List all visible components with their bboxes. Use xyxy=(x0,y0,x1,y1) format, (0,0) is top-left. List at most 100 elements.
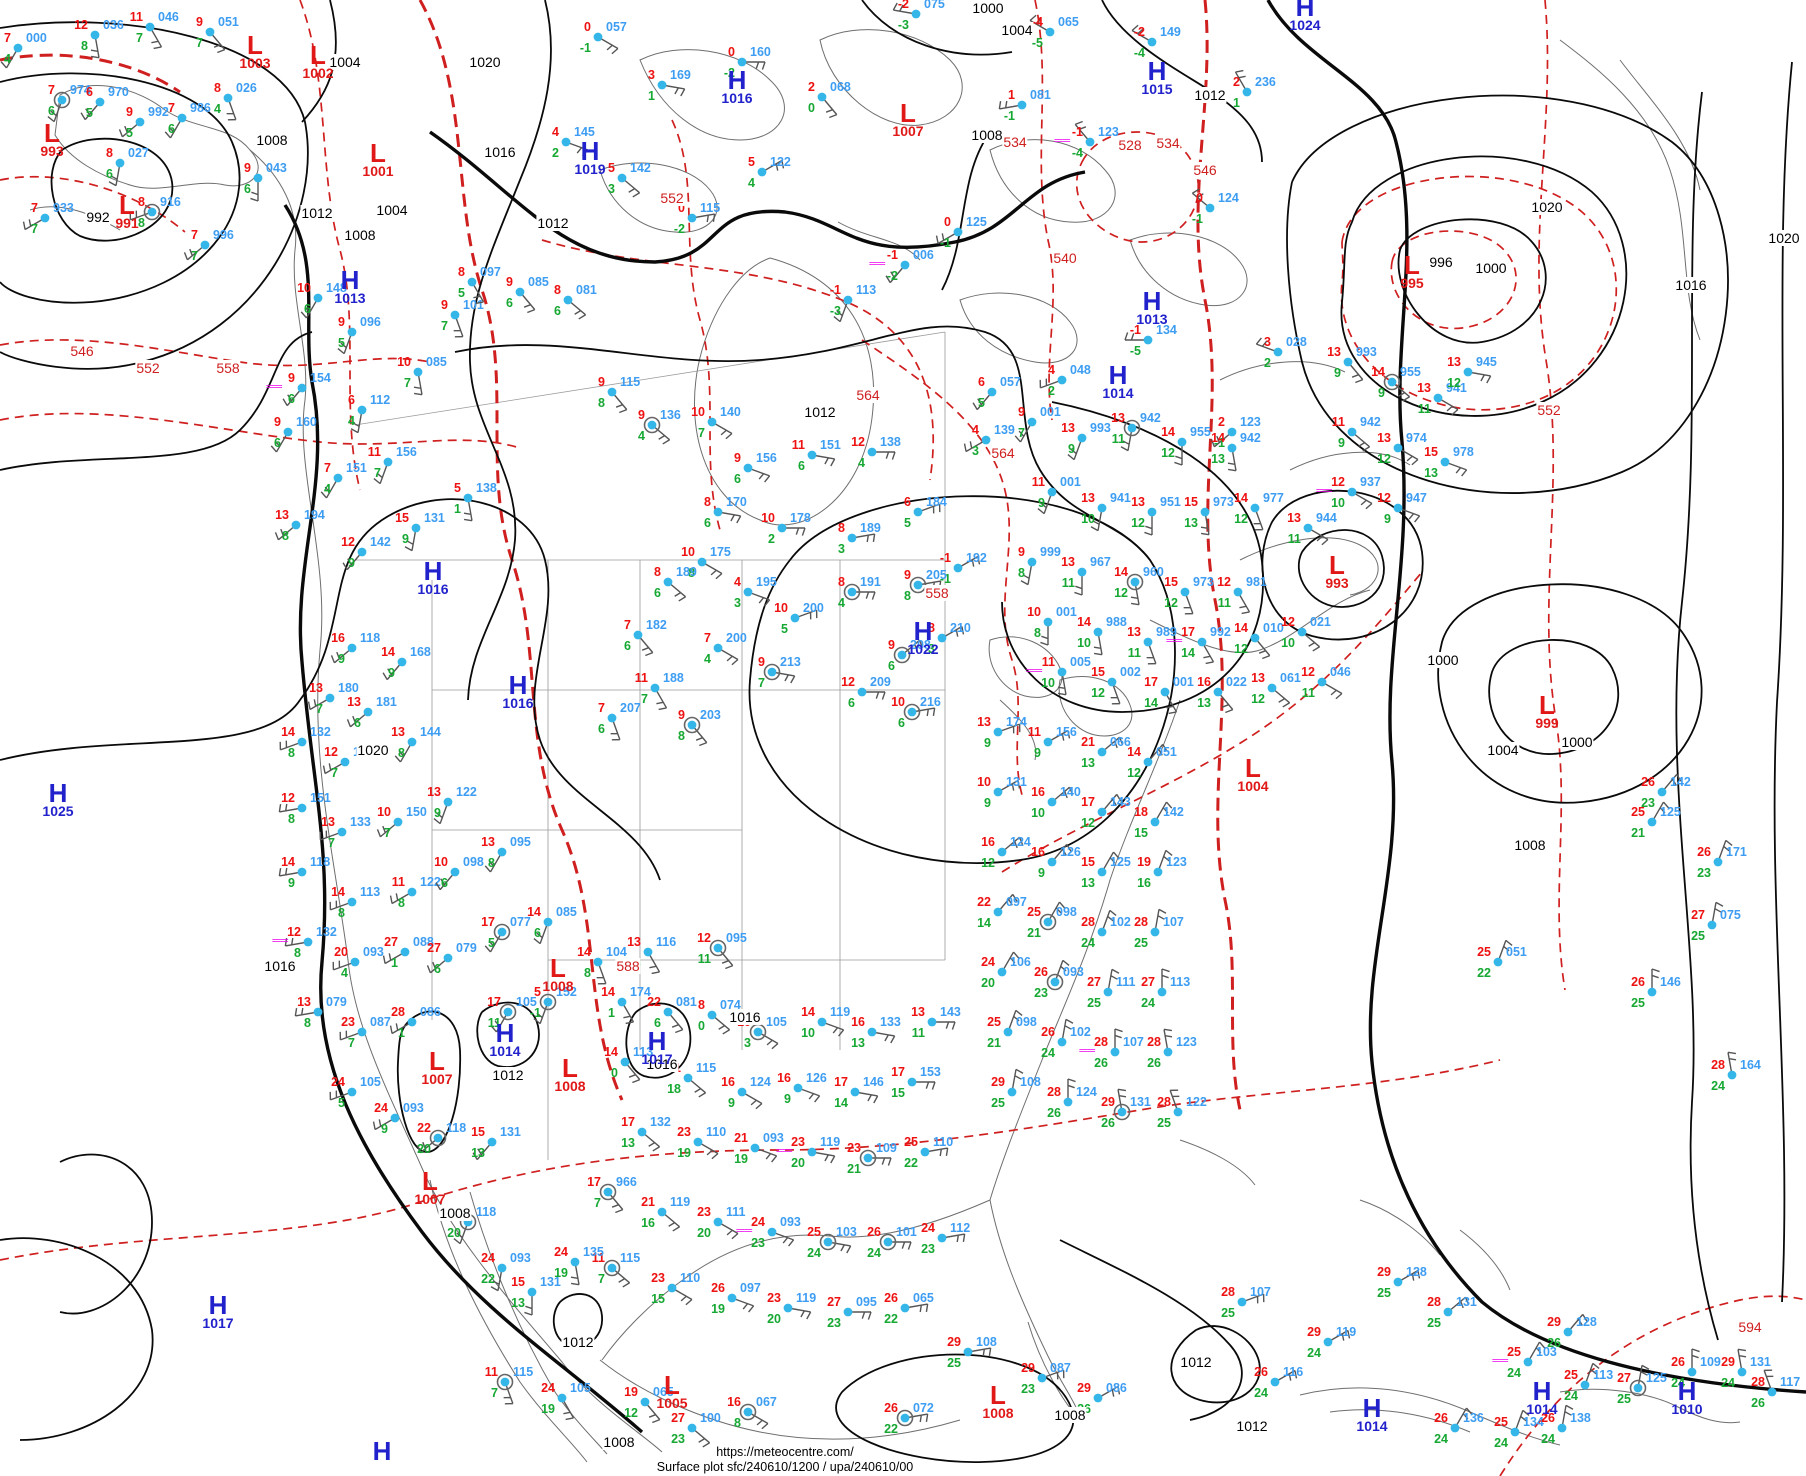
station-dewpoint: 2 xyxy=(1264,356,1271,370)
wind-barb-icon xyxy=(490,1263,507,1292)
station-temperature: 26 xyxy=(1434,1411,1448,1425)
station-pressure: 178 xyxy=(790,511,811,525)
high-glyph: H xyxy=(495,1018,515,1049)
station-pressure: 107 xyxy=(1163,915,1184,929)
station-temperature: 14 xyxy=(281,855,295,869)
station-temperature: 14 xyxy=(1161,425,1175,439)
station-temperature: 9 xyxy=(1018,405,1025,419)
wind-barb-icon xyxy=(1120,419,1141,452)
low-glyph: L xyxy=(310,40,326,71)
isobar-label: 1008 xyxy=(438,1205,472,1221)
station-temperature: 9 xyxy=(888,638,895,652)
station-temperature: 8 xyxy=(838,575,845,589)
wind-barb-icon xyxy=(1150,908,1167,937)
wind-barb-icon xyxy=(1003,1009,1023,1037)
station-temperature: 11 xyxy=(1331,415,1345,429)
wind-barb-icon xyxy=(1039,901,1066,931)
station-dewpoint: 24 xyxy=(867,1246,881,1260)
high-pressure-center: H 1022 xyxy=(907,618,938,656)
station-temperature: 12 xyxy=(1331,475,1345,489)
station-pressure: 973 xyxy=(1213,495,1234,509)
station-temperature: 8 xyxy=(704,495,711,509)
wind-barb-icon xyxy=(282,383,307,407)
station-dewpoint: 24 xyxy=(1671,1376,1685,1390)
station-temperature: 4 xyxy=(1048,363,1055,377)
station-temperature: 23 xyxy=(697,1205,711,1219)
station-temperature: 13 xyxy=(1287,511,1301,525)
station-temperature: 25 xyxy=(987,1015,1001,1029)
station-pressure: 216 xyxy=(920,695,941,709)
station-temperature: 21 xyxy=(1081,735,1095,749)
station-dewpoint: 10 xyxy=(1031,806,1045,820)
station-temperature: 11 xyxy=(391,875,405,889)
station-pressure: 131 xyxy=(1750,1355,1771,1369)
wind-barb-icon xyxy=(783,1303,812,1320)
high-pressure-center: H 1024 xyxy=(1289,0,1320,32)
station-dewpoint: 20 xyxy=(417,1142,431,1156)
station-pressure: 151 xyxy=(820,438,841,452)
station-pressure: 207 xyxy=(620,701,641,715)
wind-barb-icon xyxy=(993,723,1021,737)
station-dewpoint: 21 xyxy=(1027,926,1041,940)
station-temperature: 24 xyxy=(331,1075,345,1089)
station-pressure: 046 xyxy=(1330,665,1351,679)
station-dewpoint: 8 xyxy=(81,39,88,53)
center-pressure-value: 1014 xyxy=(1102,385,1134,402)
wind-barb-icon xyxy=(713,643,739,666)
wind-barb-icon xyxy=(129,203,161,221)
isobar-label: 1020 xyxy=(356,742,390,758)
station-dewpoint: 11 xyxy=(1061,576,1075,590)
station-pressure: 140 xyxy=(1060,785,1081,799)
wind-barb-icon xyxy=(1297,627,1321,652)
wind-barb-icon xyxy=(893,639,924,664)
station-pressure: 067 xyxy=(756,1395,777,1409)
station-pressure: 213 xyxy=(780,655,801,669)
station-pressure: 988 xyxy=(1106,615,1127,629)
station-pressure: 098 xyxy=(463,855,484,869)
station-pressure: 149 xyxy=(1160,25,1181,39)
station-dewpoint: 7 xyxy=(1018,426,1025,440)
station-pressure: 110 xyxy=(933,1135,954,1149)
wind-barb-icon xyxy=(404,523,421,552)
station-dewpoint: 19 xyxy=(677,1146,691,1160)
station-pressure: 095 xyxy=(510,835,531,849)
station-dewpoint: 5 xyxy=(781,622,788,636)
station-pressure: 093 xyxy=(763,1131,784,1145)
wind-barb-icon xyxy=(1227,443,1237,472)
station-temperature: 0 xyxy=(678,201,685,215)
low-glyph: L xyxy=(1539,690,1555,721)
station-pressure: 088 xyxy=(413,935,434,949)
station-pressure: 170 xyxy=(726,495,747,509)
station-pressure: 144 xyxy=(420,725,441,739)
station-temperature: 26 xyxy=(1671,1355,1685,1369)
thickness-label: 546 xyxy=(1192,162,1218,178)
station-temperature: 13 xyxy=(977,715,991,729)
station-dewpoint: 26 xyxy=(1094,1056,1108,1070)
station-pressure: 115 xyxy=(696,1061,717,1075)
station-dewpoint: 5 xyxy=(86,106,93,120)
station-pressure: 188 xyxy=(663,671,684,685)
isobar-label: 1012 xyxy=(536,215,570,231)
low-glyph: L xyxy=(44,118,60,149)
station-dewpoint: 13 xyxy=(511,1296,525,1310)
station-temperature: 28 xyxy=(1221,1285,1235,1299)
station-temperature: 12 xyxy=(851,435,865,449)
station-pressure: 097 xyxy=(1006,895,1027,909)
station-pressure: 138 xyxy=(476,481,497,495)
wind-barb-icon xyxy=(850,1087,879,1104)
station-pressure: 966 xyxy=(616,1175,637,1189)
wind-barb-icon xyxy=(294,1007,323,1017)
station-temperature: 16 xyxy=(1031,845,1045,859)
station-pressure: 142 xyxy=(1670,775,1691,789)
wind-barb-icon xyxy=(697,557,723,580)
station-dewpoint: 23 xyxy=(1641,796,1655,810)
high-glyph: H xyxy=(1142,286,1162,317)
station-pressure: 126 xyxy=(806,1071,827,1085)
station-pressure: 101 xyxy=(463,298,484,312)
station-dewpoint: 24 xyxy=(1494,1436,1508,1450)
wind-barb-icon xyxy=(346,707,373,728)
station-dewpoint: 8 xyxy=(488,856,495,870)
low-pressure-center: L 995 xyxy=(1400,252,1423,290)
thickness-label: 552 xyxy=(1536,402,1562,418)
station-dewpoint: -3 xyxy=(897,18,909,32)
